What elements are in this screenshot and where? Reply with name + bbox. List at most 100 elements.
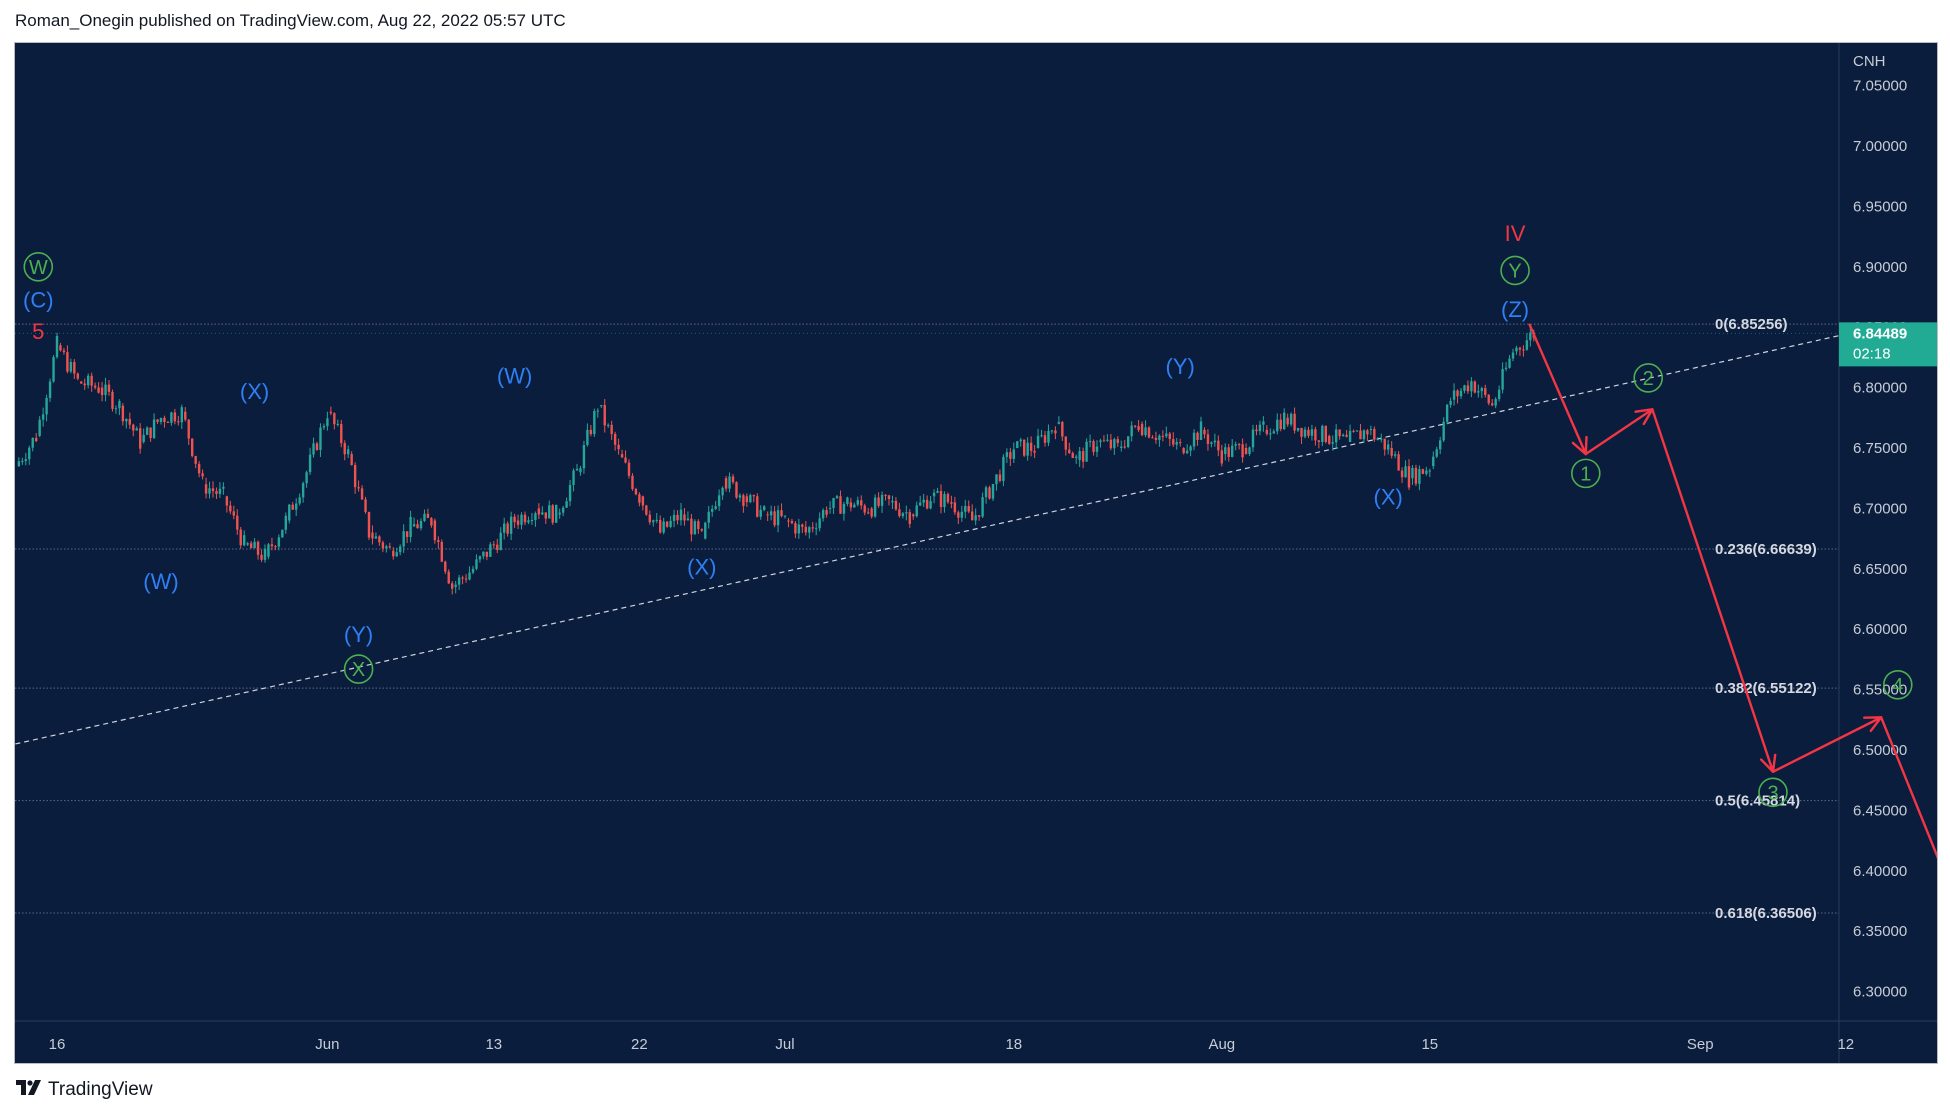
elliott-wave-labels[interactable]: W(C)5(W)(X)(Y)X(W)(X)(Y)(X)IVY(Z)12345V: [23, 221, 1937, 995]
candle-body: [1338, 429, 1341, 437]
price-chart[interactable]: CNH7.050007.000006.950006.900006.850006.…: [15, 43, 1937, 1063]
wave-label-circled[interactable]: W: [23, 252, 54, 282]
bar-countdown: 02:18: [1853, 345, 1891, 362]
time-axis[interactable]: 16 Jun 13 22 Jul 18 Aug 15 Sep 12: [49, 1036, 1854, 1053]
candle-body: [1296, 428, 1300, 431]
y-tick-label: 6.70000: [1853, 500, 1907, 517]
wave-label-circled[interactable]: 1: [1571, 458, 1601, 489]
candle-body: [929, 500, 932, 509]
candle-body: [1445, 404, 1449, 422]
candle-body: [1043, 435, 1047, 443]
candle-body: [1400, 470, 1404, 478]
candle-body: [1106, 439, 1109, 441]
candle-body: [842, 503, 846, 514]
wave-label-circled[interactable]: 4: [1883, 669, 1913, 700]
candle-body: [1099, 440, 1102, 442]
candle-body: [1026, 442, 1029, 456]
candle-body: [485, 551, 489, 557]
wave-label-text: 4: [1892, 675, 1903, 697]
fibonacci-retracement[interactable]: 0(6.85256) 0.236(6.66639) 0.382(6.55122) 0.…: [15, 316, 1839, 922]
candle-body: [333, 413, 336, 425]
candle-body: [624, 457, 627, 463]
candle-body: [1234, 444, 1237, 446]
wave-label-circled[interactable]: X: [343, 654, 374, 684]
candle-body: [1120, 446, 1123, 448]
candle-body: [440, 541, 443, 562]
wave-circle: [23, 252, 54, 282]
candle-body: [471, 568, 475, 573]
candle-body: [256, 541, 260, 555]
candle-body: [232, 511, 235, 516]
candle-body: [672, 514, 676, 521]
projected-wave-path[interactable]: [1528, 323, 1937, 913]
candle-body: [1068, 449, 1071, 453]
candle-body: [613, 433, 617, 445]
candle-body: [815, 528, 818, 530]
candle-body: [610, 424, 613, 434]
candle-body: [1071, 452, 1074, 458]
candle-body: [1016, 441, 1019, 448]
candle-body: [1276, 419, 1279, 432]
candle-body: [499, 532, 502, 550]
candle-body: [1172, 439, 1175, 445]
x-tick-label: 15: [1421, 1036, 1438, 1053]
candle-body: [1092, 441, 1095, 452]
chart-frame[interactable]: CNH7.050007.000006.950006.900006.850006.…: [14, 42, 1938, 1064]
candle-body: [919, 502, 922, 506]
y-tick-label: 6.60000: [1853, 621, 1907, 638]
candle-body: [1352, 430, 1355, 432]
candle-body: [128, 418, 131, 425]
candle-body: [520, 514, 523, 525]
candle-body: [561, 507, 565, 513]
candle-body: [717, 495, 721, 507]
candle-body: [773, 511, 776, 526]
candle-body: [437, 540, 440, 542]
candle-body: [399, 546, 402, 553]
candle-body: [62, 350, 66, 353]
candle-body: [260, 554, 263, 560]
candle-body: [769, 511, 773, 516]
candle-body: [749, 495, 752, 503]
candle-body: [489, 544, 492, 557]
candle-body: [45, 397, 48, 415]
candle-body: [1421, 469, 1425, 474]
candle-body: [697, 521, 700, 530]
wave-label-circled[interactable]: 2: [1633, 363, 1663, 393]
candle-body: [957, 512, 960, 518]
candle-body: [669, 520, 672, 527]
candle-body: [1182, 448, 1185, 454]
candle-body: [1442, 421, 1445, 441]
candle-body: [405, 531, 409, 537]
candle-body: [1154, 437, 1158, 440]
candle-body: [87, 375, 90, 386]
ascending-trendline[interactable]: [15, 324, 1888, 745]
candle-body: [1133, 425, 1137, 427]
candle-body: [1057, 422, 1061, 424]
candle-body: [964, 506, 967, 512]
candle-body: [1307, 429, 1310, 436]
candle-body: [950, 502, 953, 504]
candle-body: [1397, 454, 1400, 471]
candle-body: [360, 488, 364, 500]
candle-body: [728, 476, 731, 489]
y-tick-label: 6.80000: [1853, 380, 1907, 397]
wave-label: (X): [240, 379, 269, 404]
candle-body: [191, 438, 194, 457]
candle-body: [1279, 419, 1282, 430]
wave-label-circled[interactable]: Y: [1500, 255, 1530, 286]
candle-body: [194, 456, 197, 464]
candle-body: [1387, 444, 1390, 450]
candle-body: [166, 422, 170, 424]
candle-body: [1473, 381, 1477, 393]
candle-body: [447, 571, 450, 584]
wave-label-circled[interactable]: 3: [1758, 777, 1788, 808]
candle-body: [1335, 429, 1338, 443]
candle-body: [1005, 452, 1009, 457]
candle-body: [721, 487, 724, 496]
candle-body: [1244, 448, 1248, 454]
candle-body: [527, 520, 530, 523]
candle-body: [100, 387, 104, 396]
candle-body: [1522, 349, 1525, 351]
y-tick-label: 6.50000: [1853, 742, 1907, 759]
candle-body: [1414, 467, 1418, 484]
